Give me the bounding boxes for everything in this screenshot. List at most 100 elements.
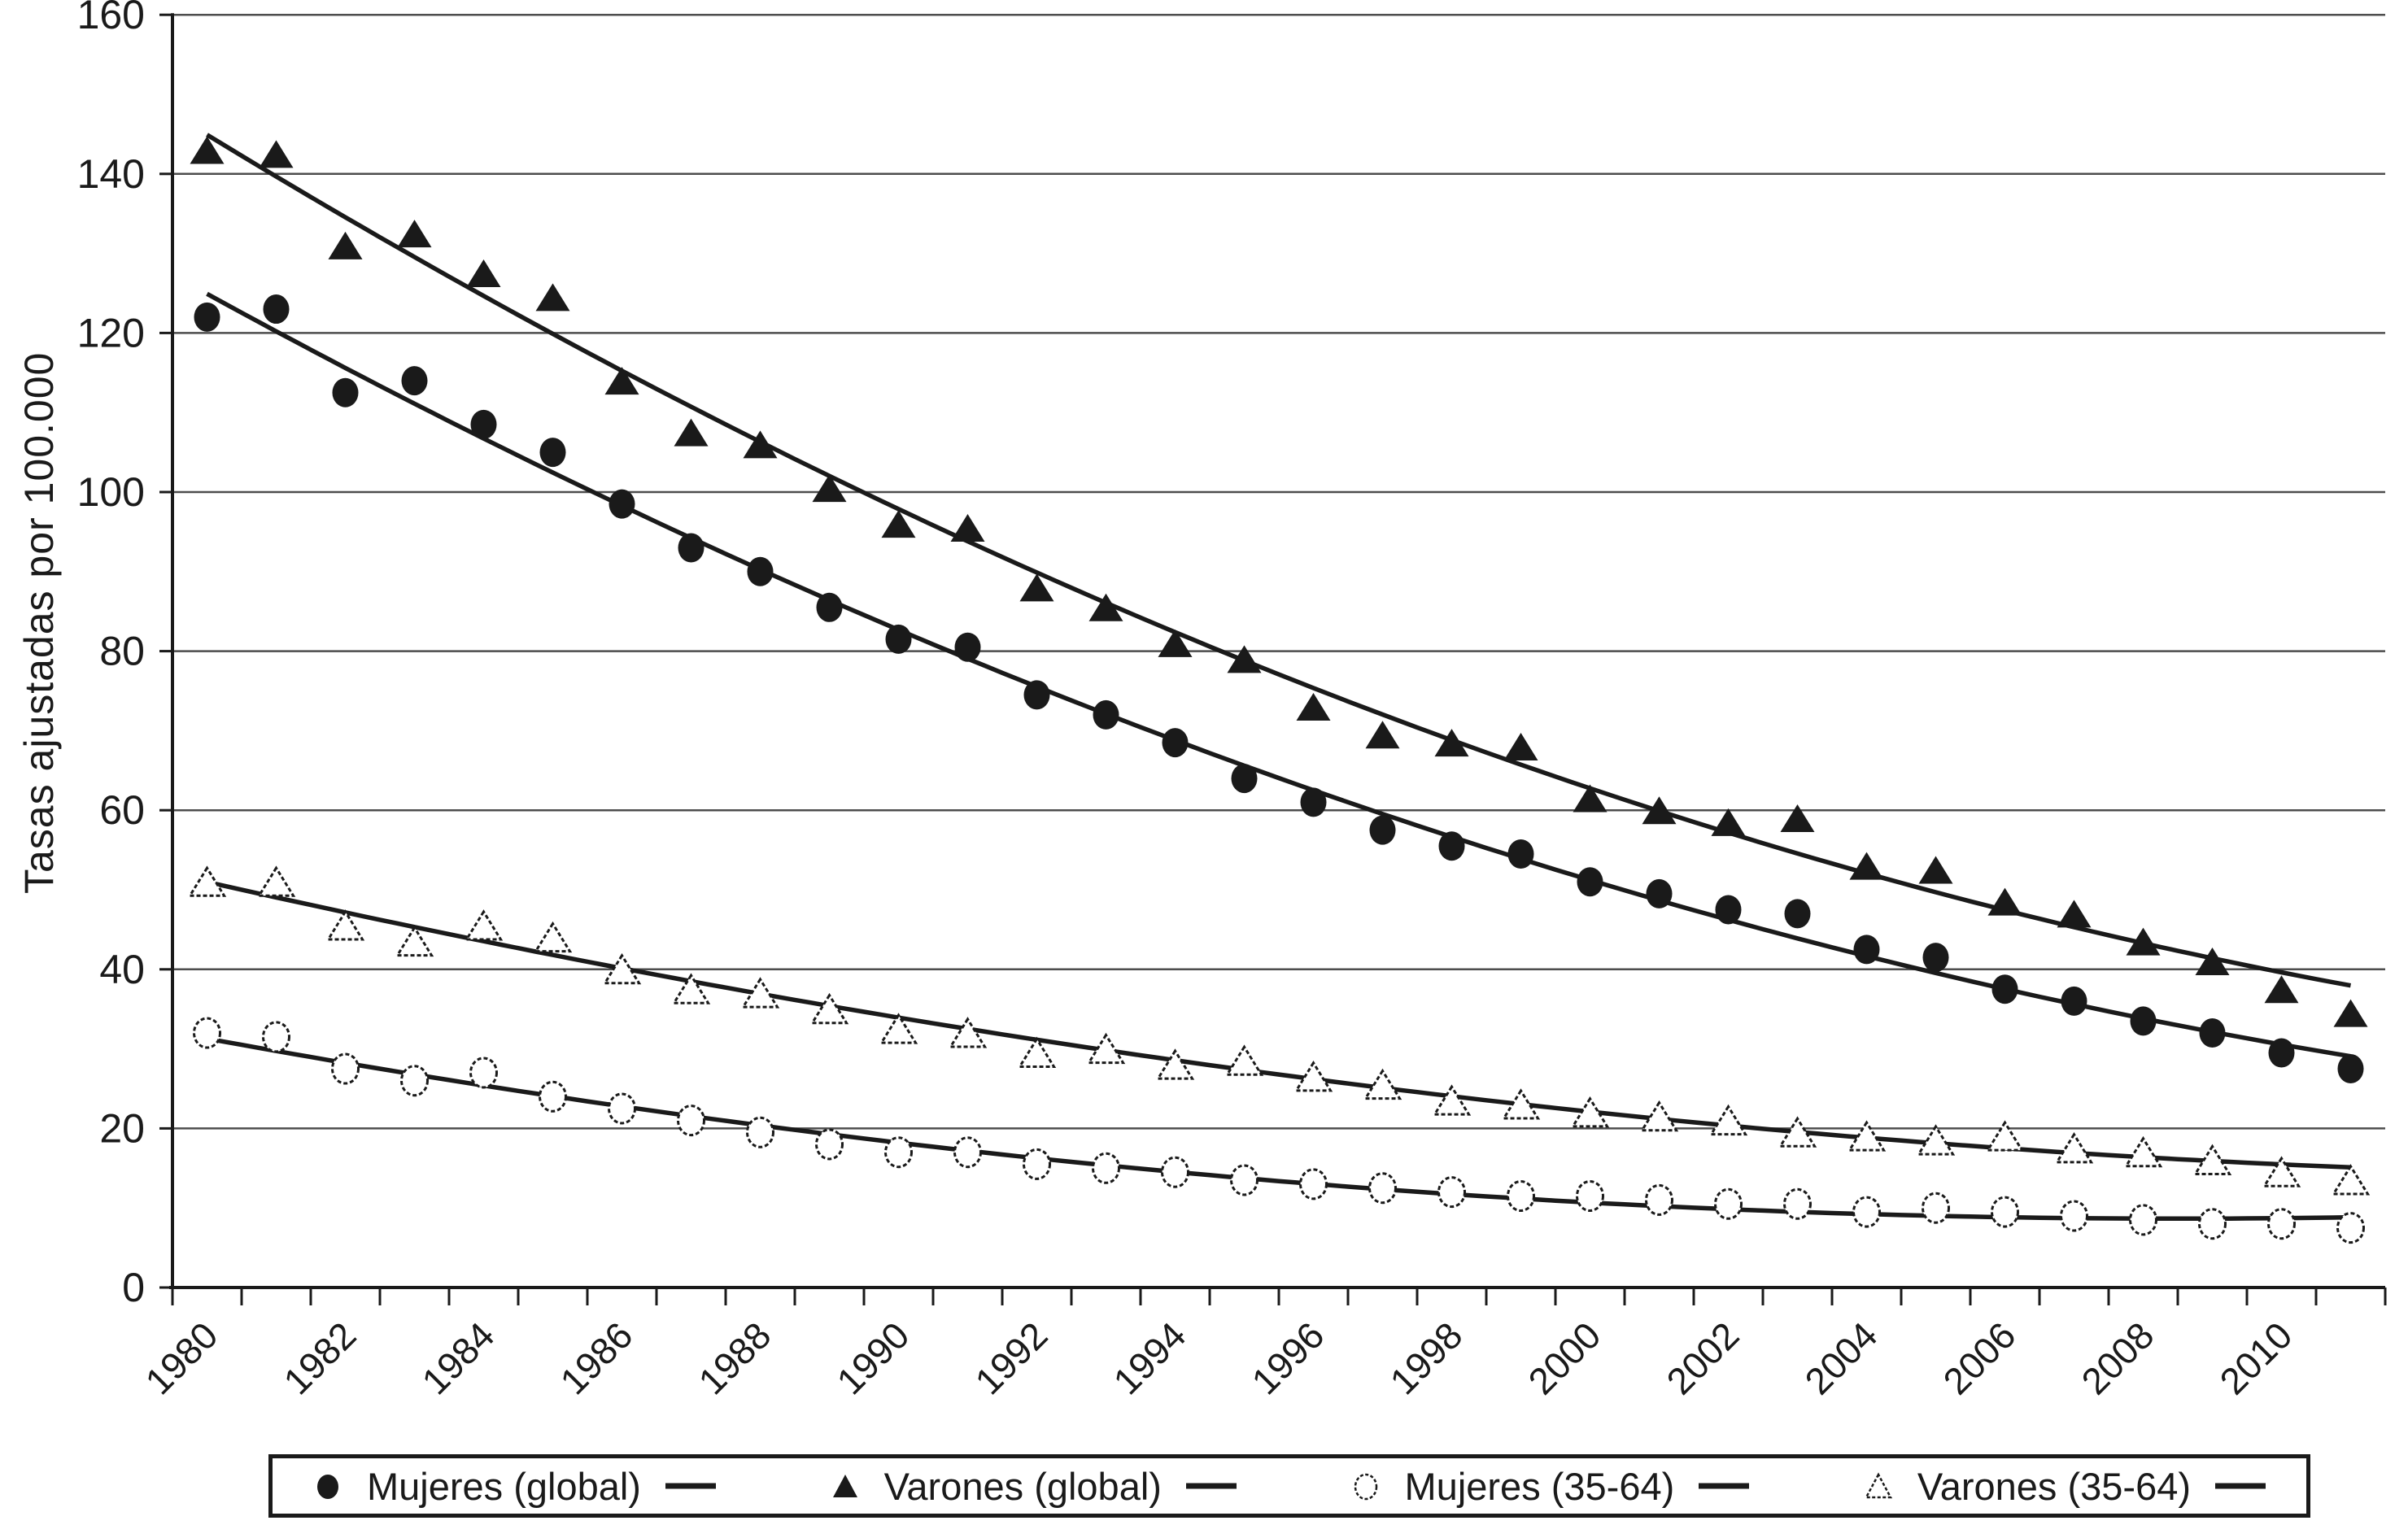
marker-open-circle	[1576, 1180, 1604, 1213]
legend: Mujeres (global) Varones (global) Mujeres …	[268, 1454, 2310, 1518]
legend-trendline-icon	[2215, 1483, 2266, 1489]
x-tick-label: 1988	[690, 1314, 779, 1402]
x-tick-label: 1986	[552, 1314, 640, 1402]
y-tick-label: 0	[122, 1265, 145, 1310]
marker-open-circle	[331, 1052, 360, 1085]
marker-open-triangle	[740, 977, 780, 1009]
marker-filled-circle	[1853, 935, 1880, 965]
marker-open-circle	[1714, 1187, 1743, 1220]
marker-filled-triangle	[1158, 629, 1193, 657]
marker-open-circle	[2060, 1200, 2088, 1232]
marker-filled-triangle	[1849, 852, 1884, 880]
marker-filled-triangle	[259, 140, 294, 168]
marker-filled-triangle	[2057, 900, 2092, 928]
marker-filled-circle	[1300, 787, 1327, 817]
marker-open-circle	[746, 1116, 774, 1148]
legend-open-circle-icon	[1354, 1473, 1377, 1501]
marker-open-triangle	[1293, 1060, 1333, 1092]
marker-filled-circle	[1369, 815, 1396, 845]
marker-open-circle	[400, 1065, 429, 1097]
marker-filled-triangle	[1019, 573, 1054, 602]
marker-filled-triangle	[466, 259, 501, 288]
marker-filled-circle	[1577, 867, 1603, 897]
legend-trendline-icon	[1699, 1483, 1750, 1489]
marker-open-circle	[815, 1128, 844, 1161]
marker-open-circle	[1092, 1152, 1120, 1184]
marker-filled-triangle	[1711, 808, 1746, 836]
marker-filled-circle	[816, 592, 843, 622]
marker-open-triangle	[2192, 1144, 2232, 1176]
x-tick-label: 1982	[275, 1314, 364, 1402]
marker-open-triangle	[1847, 1120, 1887, 1152]
marker-filled-circle	[539, 438, 566, 468]
marker-open-circle	[193, 1017, 221, 1049]
x-tick-label: 1980	[137, 1314, 225, 1402]
marker-open-triangle	[2331, 1164, 2371, 1196]
marker-open-triangle	[809, 992, 849, 1025]
marker-filled-circle	[332, 377, 359, 407]
marker-open-circle	[2336, 1212, 2365, 1244]
marker-filled-circle	[1991, 974, 2018, 1004]
marker-open-circle	[608, 1092, 636, 1125]
marker-filled-triangle	[397, 220, 432, 248]
marker-filled-circle	[401, 366, 428, 396]
marker-open-triangle	[1985, 1120, 2025, 1152]
marker-filled-triangle	[1987, 887, 2022, 916]
marker-open-circle	[884, 1136, 913, 1169]
marker-filled-triangle	[1642, 796, 1677, 825]
marker-filled-circle	[2268, 1038, 2295, 1068]
marker-open-triangle	[1017, 1036, 1057, 1068]
marker-filled-triangle	[1227, 645, 1262, 673]
marker-filled-circle	[1023, 680, 1050, 710]
y-axis-title: Tasas ajustadas por 100.000	[16, 351, 62, 894]
y-tick-label: 140	[77, 151, 145, 197]
y-tick-label: 80	[99, 629, 145, 674]
x-tick-label: 2010	[2211, 1314, 2300, 1402]
marker-filled-triangle	[1780, 804, 1815, 832]
legend-trendline-icon	[1185, 1483, 1237, 1489]
y-tick-label: 40	[99, 947, 145, 992]
marker-filled-triangle	[881, 510, 916, 538]
marker-open-circle	[1645, 1183, 1673, 1216]
marker-filled-circle	[1507, 839, 1534, 869]
x-tick-label: 1994	[1105, 1314, 1193, 1402]
marker-filled-triangle	[535, 283, 570, 312]
marker-open-triangle	[1224, 1044, 1264, 1076]
x-tick-label: 1990	[828, 1314, 917, 1402]
y-tick-label: 120	[77, 310, 145, 355]
marker-open-circle	[1368, 1172, 1397, 1205]
legend-filled-circle-icon	[317, 1475, 338, 1499]
marker-filled-circle	[194, 302, 220, 332]
marker-open-triangle	[1501, 1088, 1541, 1120]
marker-filled-triangle	[2333, 999, 2368, 1027]
marker-filled-triangle	[743, 430, 778, 459]
marker-open-triangle	[325, 909, 365, 941]
marker-filled-circle	[609, 489, 635, 519]
marker-open-triangle	[464, 909, 504, 941]
marker-filled-triangle	[950, 514, 985, 542]
marker-open-triangle	[671, 973, 711, 1004]
x-tick-label: 1984	[413, 1314, 502, 1402]
marker-open-circle	[1922, 1192, 1950, 1224]
legend-trendline-icon	[665, 1483, 716, 1489]
marker-open-triangle	[1708, 1104, 1748, 1136]
marker-filled-triangle	[1503, 732, 1538, 760]
marker-open-triangle	[395, 925, 434, 957]
marker-open-circle	[469, 1057, 498, 1089]
y-tick-label: 20	[99, 1105, 145, 1151]
x-tick-label: 2004	[1796, 1314, 1885, 1402]
marker-open-circle	[1783, 1187, 1812, 1220]
x-tick-label: 1998	[1381, 1314, 1470, 1402]
marker-open-circle	[262, 1021, 290, 1053]
marker-open-triangle	[2123, 1135, 2163, 1168]
marker-filled-circle	[747, 556, 774, 586]
marker-open-triangle	[533, 921, 573, 953]
marker-filled-circle	[2130, 1006, 2157, 1036]
marker-filled-triangle	[812, 474, 847, 503]
marker-open-triangle	[1639, 1100, 1679, 1132]
marker-filled-circle	[470, 409, 497, 439]
x-tick-label: 2008	[2073, 1314, 2162, 1402]
marker-open-triangle	[1916, 1124, 1956, 1156]
marker-open-triangle	[1363, 1068, 1402, 1100]
